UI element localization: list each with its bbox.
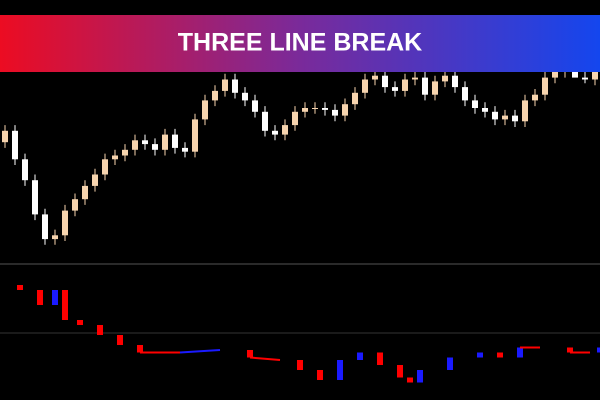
candle-body bbox=[162, 134, 168, 150]
candle-body bbox=[582, 77, 588, 80]
brick bbox=[137, 345, 143, 353]
brick bbox=[567, 347, 573, 353]
candle-body bbox=[392, 87, 398, 91]
brick bbox=[447, 357, 453, 370]
candle-body bbox=[32, 180, 38, 215]
candle-body bbox=[502, 115, 508, 120]
candle-body bbox=[92, 174, 98, 186]
candle-body bbox=[542, 77, 548, 95]
candle-body bbox=[382, 75, 388, 88]
candle-body bbox=[462, 87, 468, 101]
chart-title: THREE LINE BREAK bbox=[178, 29, 422, 57]
brick-segment bbox=[179, 349, 221, 354]
brick bbox=[37, 290, 43, 305]
candle-body bbox=[402, 79, 408, 91]
price-panel bbox=[2, 64, 598, 245]
candle-body bbox=[592, 71, 598, 80]
candle-body bbox=[482, 108, 488, 112]
candle-body bbox=[2, 130, 8, 143]
candle-body bbox=[132, 140, 138, 150]
candle-body bbox=[342, 104, 348, 116]
candle-body bbox=[352, 92, 358, 105]
candle-body bbox=[262, 111, 268, 131]
candle-body bbox=[422, 77, 428, 95]
candle-body bbox=[532, 94, 538, 101]
candle-body bbox=[62, 210, 68, 236]
candle-body bbox=[42, 214, 48, 240]
candle-body bbox=[412, 77, 418, 80]
candle-body bbox=[362, 79, 368, 93]
brick-segment bbox=[249, 356, 281, 361]
candle-body bbox=[82, 185, 88, 200]
candle-body bbox=[222, 79, 228, 91]
indicator-panel bbox=[17, 285, 600, 383]
candle-body bbox=[22, 159, 28, 181]
candle-body bbox=[282, 125, 288, 135]
candle-body bbox=[572, 70, 578, 78]
brick bbox=[517, 347, 523, 358]
candle-body bbox=[172, 134, 178, 148]
brick bbox=[377, 352, 383, 365]
candle-body bbox=[472, 100, 478, 108]
brick bbox=[62, 290, 68, 320]
candle-body bbox=[142, 140, 148, 145]
candle-body bbox=[432, 81, 438, 95]
candle-body bbox=[322, 108, 328, 110]
brick bbox=[52, 290, 58, 305]
brick bbox=[77, 320, 83, 325]
candle-body bbox=[442, 75, 448, 82]
brick bbox=[17, 285, 23, 290]
candle-body bbox=[272, 130, 278, 135]
candle-body bbox=[102, 159, 108, 175]
candle-body bbox=[302, 108, 308, 112]
candle-body bbox=[242, 92, 248, 101]
candle-body bbox=[122, 149, 128, 156]
title-banner bbox=[0, 15, 600, 72]
candle-body bbox=[112, 155, 118, 160]
candle-body bbox=[312, 108, 318, 109]
candle-body bbox=[512, 115, 518, 122]
candle-body bbox=[372, 75, 378, 80]
brick bbox=[407, 377, 413, 383]
brick bbox=[497, 352, 503, 358]
brick bbox=[597, 347, 600, 353]
brick bbox=[297, 360, 303, 370]
candle-body bbox=[12, 130, 18, 160]
candle-body bbox=[492, 111, 498, 120]
brick bbox=[337, 360, 343, 380]
brick bbox=[477, 352, 483, 358]
candle-body bbox=[202, 100, 208, 120]
candle-body bbox=[232, 79, 238, 93]
candle-body bbox=[292, 111, 298, 126]
candle-body bbox=[192, 119, 198, 152]
brick bbox=[97, 325, 103, 335]
candle-body bbox=[452, 75, 458, 88]
candle-body bbox=[332, 109, 338, 116]
brick bbox=[397, 365, 403, 378]
brick bbox=[317, 370, 323, 380]
brick bbox=[247, 350, 253, 358]
candle-body bbox=[52, 235, 58, 240]
candle-body bbox=[522, 100, 528, 122]
candle-body bbox=[552, 71, 558, 78]
brick bbox=[357, 352, 363, 360]
candle-body bbox=[152, 144, 158, 150]
candle-body bbox=[252, 100, 258, 112]
candle-body bbox=[182, 147, 188, 152]
candle-body bbox=[212, 90, 218, 101]
brick bbox=[417, 370, 423, 383]
brick bbox=[117, 335, 123, 345]
candle-body bbox=[72, 199, 78, 211]
